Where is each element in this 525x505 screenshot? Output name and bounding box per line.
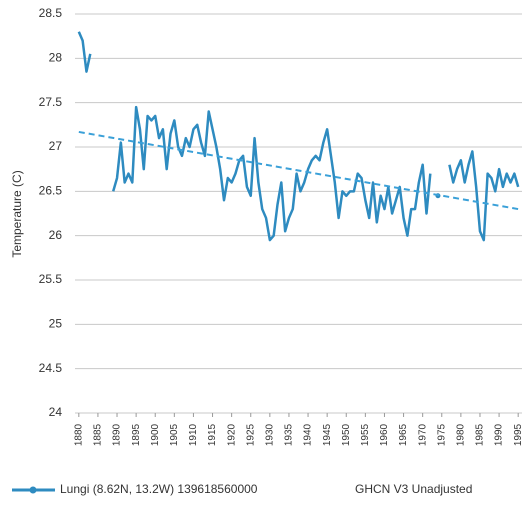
y-tick-label: 27.5 [39,95,63,109]
x-tick-label: 1980 [456,423,467,446]
x-tick-label: 1990 [494,423,505,446]
y-tick-label: 25.5 [39,272,63,286]
y-tick-label: 26.5 [39,184,63,198]
annotation: GHCN V3 Unadjusted [355,482,472,496]
x-tick-label: 1970 [417,423,428,446]
x-tick-label: 1895 [131,423,142,446]
x-tick-label: 1965 [398,423,409,446]
y-tick-label: 26 [49,228,63,242]
y-tick-label: 28 [49,51,63,65]
x-tick-label: 1975 [436,423,447,446]
x-tick-label: 1920 [226,423,237,446]
x-tick-label: 1945 [322,423,333,446]
trend-line [78,130,519,211]
x-tick-label: 1915 [207,423,218,446]
y-tick-label: 27 [49,139,63,153]
x-tick-label: 1930 [264,423,275,446]
x-tick-label: 1995 [513,423,524,446]
x-tick-label: 1885 [93,423,104,446]
x-tick-label: 1905 [169,423,180,446]
y-tick-label: 24 [49,405,63,419]
y-axis-label: Temperature (C) [10,170,24,257]
x-tick-label: 1940 [303,423,314,446]
x-tick-label: 1910 [188,423,199,446]
x-tick-label: 1880 [73,423,84,446]
x-tick-label: 1925 [245,423,256,446]
x-tick-label: 1955 [360,423,371,446]
legend-label: Lungi (8.62N, 13.2W) 139618560000 [60,482,258,496]
x-tick-label: 1900 [150,423,161,446]
x-tick-label: 1960 [379,423,390,446]
legend-marker [29,486,37,494]
y-tick-label: 28.5 [39,6,63,20]
y-tick-label: 24.5 [39,361,63,375]
y-tick-label: 25 [49,317,63,331]
x-tick-label: 1950 [341,423,352,446]
x-tick-label: 1935 [284,423,295,446]
x-tick-label: 1890 [112,423,123,446]
series-line [77,31,520,242]
x-tick-label: 1985 [475,423,486,446]
